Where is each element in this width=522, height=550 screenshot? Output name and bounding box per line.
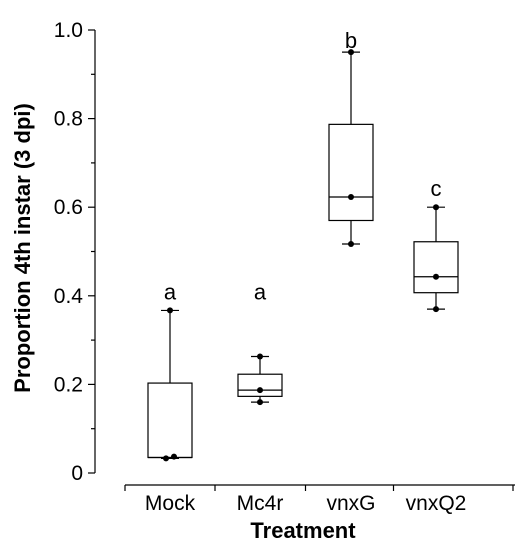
y-axis-title: Proportion 4th instar (3 dpi) [10,103,35,393]
y-axis: 0 0.2 0.4 0.6 0.8 1.0 [54,19,96,485]
data-point [433,306,439,313]
data-point [257,399,263,406]
group-letter: a [254,279,267,304]
y-tick-label: 1.0 [54,19,83,42]
data-point [348,49,354,56]
iqr-box [147,382,193,459]
boxes [147,49,459,462]
group-letter: c [431,176,442,201]
x-tick-label: Mock [145,492,196,515]
y-tick-label: 0.4 [54,285,84,308]
y-tick-label: 0.2 [54,373,83,396]
data-point [257,387,263,394]
group-letter: b [345,28,357,53]
x-tick-label: vnxQ2 [406,492,467,515]
box-vnxQ2 [413,204,459,313]
data-point [171,453,177,460]
x-tick-label: Mc4r [237,492,284,515]
data-point [167,307,173,314]
iqr-box [328,123,374,222]
data-point [348,240,354,247]
y-tick-label: 0 [71,462,83,485]
x-tick-label: vnxG [326,492,375,515]
group-letters: a a b c [164,28,442,304]
x-axis-title: Treatment [250,518,356,543]
iqr-box [237,373,283,397]
y-tick-label: 0.8 [54,108,83,131]
box-Mock [147,307,193,462]
data-point [163,455,169,462]
data-point [257,353,263,360]
data-point [348,194,354,201]
box-Mc4r [237,353,283,406]
iqr-box [413,241,459,294]
data-point [433,204,439,211]
data-point [433,273,439,280]
box-vnxG [328,49,374,247]
y-tick-label: 0.6 [54,196,83,219]
group-letter: a [164,279,177,304]
x-axis: Mock Mc4r vnxG vnxQ2 [124,484,515,515]
